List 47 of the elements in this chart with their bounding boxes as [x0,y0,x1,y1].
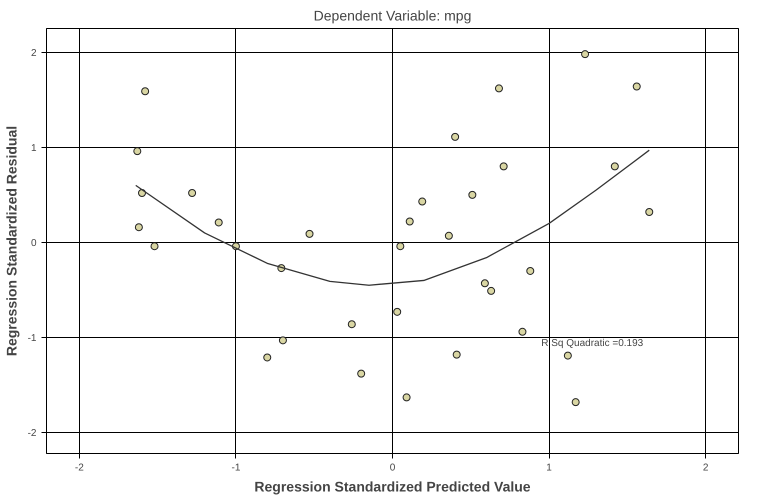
point [518,328,526,336]
point [150,242,159,250]
x-tick-label: 2 [702,462,709,474]
point [500,162,508,170]
y-axis-title: Regression Standardized Residual [4,126,20,356]
annotation: R Sq Quadratic =0.193 [541,338,644,349]
point [396,242,404,250]
x-axis-title: Regression Standardized Predicted Value [254,478,531,494]
y-tick-label: 2 [30,48,37,59]
point [141,87,150,96]
point [632,82,641,90]
point [645,208,654,216]
point [406,218,414,226]
point [278,336,287,344]
point [494,84,503,92]
point [451,132,460,141]
point [306,230,314,238]
y-tick-label: 1 [30,142,37,154]
point [581,50,590,58]
point [214,218,223,226]
x-tick-label: 0 [390,462,396,474]
chart-title: Dependent Variable: mpg [314,8,472,24]
point [418,198,426,206]
point [133,147,142,156]
point [452,350,461,359]
point [393,308,402,316]
point [564,352,572,360]
y-tick-label: -1 [28,333,37,344]
point [572,398,580,406]
point [487,286,496,295]
point [444,232,453,240]
point [402,393,411,402]
point [134,223,143,232]
y-tick-label: -2 [28,428,37,440]
line-series [135,150,650,286]
point [468,190,476,199]
x-tick-label: 1 [546,462,552,474]
point [480,279,489,288]
x-tick-label: -2 [74,462,84,474]
point [526,266,534,275]
y-tick-label: 0 [30,238,37,249]
point [188,188,196,197]
point [348,320,356,328]
x-tick-label: -1 [231,462,241,474]
point [357,370,366,378]
point [263,353,272,362]
point [610,162,619,170]
